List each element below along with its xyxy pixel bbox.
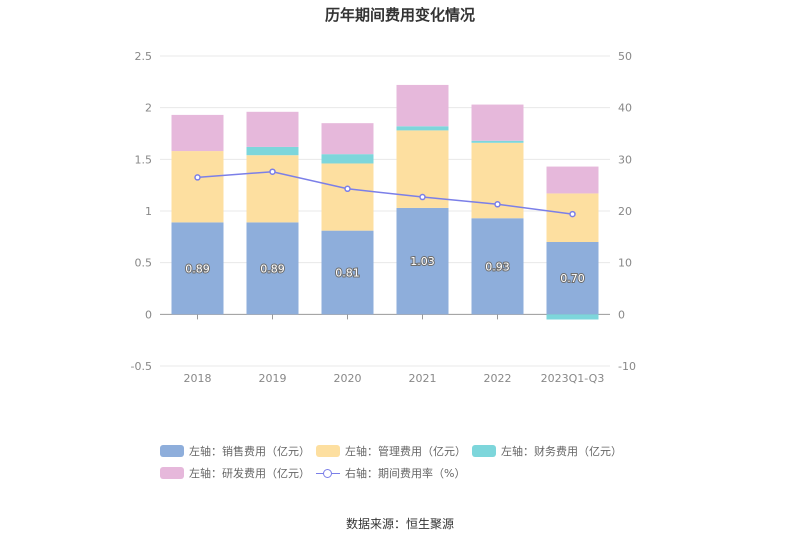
legend-swatch bbox=[316, 445, 340, 457]
y-right-tick-label: 40 bbox=[618, 102, 632, 115]
line-point bbox=[569, 210, 576, 218]
line-point bbox=[419, 193, 426, 201]
data-source-note: 数据来源：恒生聚源 bbox=[345, 517, 454, 531]
chart-plot: -0.5 0 0.5 1 1.5 2 2.5 -10 0 10 20 30 40 50 2018 2019 20… bbox=[131, 50, 636, 385]
bar-data-label: 0.89 bbox=[185, 262, 210, 275]
legend-label: 左轴：管理费用（亿元） bbox=[345, 445, 466, 458]
bar-segment bbox=[396, 84, 449, 127]
legend-item[interactable]: 左轴：销售费用（亿元） bbox=[160, 444, 310, 458]
legend-swatch bbox=[160, 445, 184, 457]
legend-item[interactable]: 右轴：期间费用率（%） bbox=[316, 466, 465, 480]
y-left-tick-label: 2.5 bbox=[135, 50, 153, 63]
line-point bbox=[269, 168, 276, 175]
line-point bbox=[344, 185, 351, 193]
line-point bbox=[494, 201, 501, 208]
bar-data-label: 0.89 bbox=[260, 262, 285, 275]
x-tick-label: 2021 bbox=[409, 372, 437, 385]
y-left-tick-label: -0.5 bbox=[131, 360, 152, 373]
line-series bbox=[197, 170, 573, 215]
line-point bbox=[194, 174, 201, 181]
x-tick-label: 2019 bbox=[259, 372, 287, 385]
y-right-tick-label: 0 bbox=[618, 308, 625, 321]
legend-item[interactable]: 左轴：研发费用（亿元） bbox=[160, 466, 310, 480]
legend-label: 左轴：财务费用（亿元） bbox=[501, 445, 622, 458]
legend-line-marker bbox=[316, 467, 340, 479]
x-tick-label: 2018 bbox=[184, 372, 212, 385]
legend-swatch bbox=[472, 445, 496, 457]
bar-data-label: 0.93 bbox=[485, 260, 510, 273]
y-left-tick-label: 2 bbox=[145, 102, 152, 115]
bar-segment bbox=[396, 126, 449, 131]
bar-segment bbox=[321, 163, 374, 231]
bar-segment bbox=[171, 114, 224, 152]
y-right-tick-label: -10 bbox=[618, 360, 636, 373]
bar-segment bbox=[471, 140, 524, 143]
y-right-tick-label: 20 bbox=[618, 205, 632, 218]
bar-segment bbox=[471, 104, 524, 141]
bar-segment bbox=[471, 218, 524, 315]
bar-segment bbox=[246, 222, 299, 315]
bar-segment bbox=[246, 111, 299, 147]
bar-data-label: 0.70 bbox=[560, 272, 585, 285]
y-right-tick-label: 30 bbox=[618, 153, 632, 166]
chart-title: 历年期间费用变化情况 bbox=[324, 6, 475, 24]
bar-data-label: 1.03 bbox=[410, 255, 435, 268]
bar-segment bbox=[396, 207, 449, 315]
bar-segment bbox=[546, 166, 599, 194]
y-left-tick-label: 0.5 bbox=[135, 257, 153, 270]
bar-segment bbox=[546, 314, 599, 320]
legend-item[interactable]: 左轴：管理费用（亿元） bbox=[316, 444, 466, 458]
y-right-tick-label: 50 bbox=[618, 50, 632, 63]
legend-label: 右轴：期间费用率（%） bbox=[345, 467, 466, 480]
bar-segment bbox=[321, 230, 374, 315]
legend-swatch bbox=[160, 467, 184, 479]
legend-item[interactable]: 左轴：财务费用（亿元） bbox=[472, 444, 622, 458]
y-left-tick-label: 0 bbox=[145, 308, 152, 321]
bar-segment bbox=[321, 154, 374, 164]
bar-segment bbox=[546, 242, 599, 315]
y-left-tick-label: 1.5 bbox=[135, 153, 153, 166]
x-tick-label: 2020 bbox=[334, 372, 362, 385]
legend-label: 左轴：销售费用（亿元） bbox=[189, 445, 310, 458]
chart-legend: 左轴：销售费用（亿元） 左轴：管理费用（亿元） 左轴：财务费用（亿元） 左轴：研发费用… bbox=[160, 444, 650, 488]
y-left-tick-label: 1 bbox=[145, 205, 152, 218]
bar-segment bbox=[171, 222, 224, 315]
x-tick-label: 2023Q1-Q3 bbox=[541, 372, 605, 385]
bar-segment bbox=[321, 123, 374, 155]
y-right-tick-label: 10 bbox=[618, 257, 632, 270]
bar-segment bbox=[546, 193, 599, 242]
bar-segment bbox=[246, 146, 299, 156]
bar-segment bbox=[171, 151, 224, 223]
bar-data-label: 0.81 bbox=[335, 266, 360, 279]
x-tick-label: 2022 bbox=[484, 372, 512, 385]
legend-label: 左轴：研发费用（亿元） bbox=[189, 467, 310, 480]
bar-segment bbox=[246, 155, 299, 223]
